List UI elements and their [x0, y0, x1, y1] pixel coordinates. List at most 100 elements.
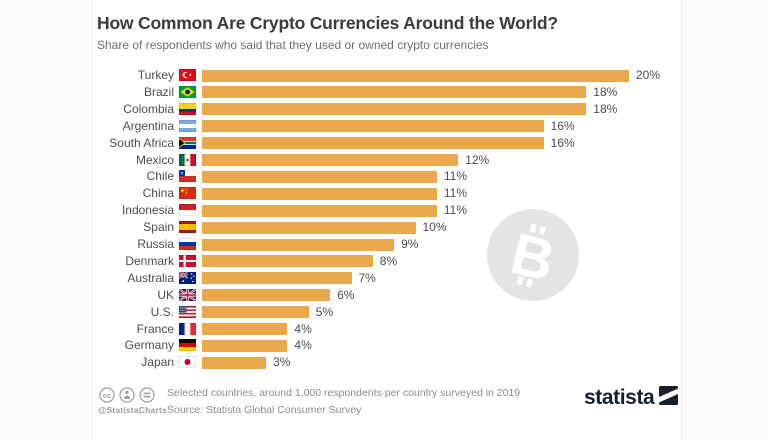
uk-flag-icon	[179, 288, 196, 301]
value-label: 11%	[443, 186, 468, 201]
source-note: Source: Statista Global Consumer Survey	[167, 403, 362, 416]
chart-row-russia: Russia 9%	[0, 236, 768, 253]
chart-row-uk: UK 6%	[0, 287, 768, 304]
chart-row-brazil: Brazil 18%	[0, 84, 768, 101]
country-label: Turkey	[137, 68, 174, 82]
chart-row-mexico: Mexico 12%	[0, 152, 768, 169]
country-label: Denmark	[125, 253, 174, 268]
denmark-flag-icon	[179, 254, 196, 267]
country-label: Mexico	[135, 152, 174, 167]
value-label: 16%	[550, 135, 575, 150]
value-bar	[202, 137, 544, 150]
right-margin	[681, 0, 768, 440]
value-label: 11%	[443, 169, 468, 184]
value-bar	[202, 306, 309, 319]
chart-row-colombia: Colombia 18%	[0, 101, 768, 118]
chart-subtitle: Share of respondents who said that they …	[97, 38, 489, 52]
value-label: 4%	[294, 321, 312, 336]
chart-title: How Common Are Crypto Currencies Around …	[97, 13, 558, 33]
value-label: 16%	[550, 118, 575, 133]
chart-row-turkey: Turkey 20%	[0, 67, 768, 84]
statista-logo: statista	[584, 386, 679, 410]
bar-chart: Turkey 20% Brazil 18% Colombia 18% Argentina 16…	[0, 67, 768, 375]
spain-flag-icon	[179, 221, 196, 234]
country-label: South Africa	[109, 135, 174, 150]
australia-flag-icon	[179, 271, 196, 284]
country-label: Brazil	[143, 84, 174, 99]
colombia-flag-icon	[179, 102, 196, 115]
value-label: 3%	[273, 355, 291, 370]
country-label: Colombia	[123, 101, 174, 116]
france-flag-icon	[179, 322, 196, 335]
value-label: 18%	[593, 101, 618, 116]
value-bar	[202, 339, 288, 352]
value-bar	[202, 356, 267, 369]
value-bar	[202, 170, 437, 183]
value-bar	[202, 289, 331, 302]
country-label: Argentina	[122, 118, 174, 133]
cc-icon: cc	[99, 387, 115, 408]
china-flag-icon	[179, 187, 196, 200]
chart-row-denmark: Denmark 8%	[0, 253, 768, 270]
country-label: China	[142, 186, 174, 201]
value-bar	[202, 187, 437, 200]
country-label: UK	[157, 287, 174, 302]
russia-flag-icon	[179, 238, 196, 250]
indonesia-flag-icon	[179, 204, 196, 217]
value-label: 5%	[315, 304, 334, 319]
japan-flag-icon	[179, 356, 196, 369]
chart-row-china: China 11%	[0, 185, 768, 202]
chart-row-argentina: Argentina 16%	[0, 118, 768, 135]
chart-row-spain: Spain 10%	[0, 219, 768, 236]
germany-flag-icon	[179, 339, 196, 352]
country-label: France	[136, 321, 174, 336]
value-bar	[202, 204, 437, 217]
chart-row-australia: Australia 7%	[0, 270, 768, 287]
us-flag-icon	[179, 305, 196, 318]
chart-row-france: France 4%	[0, 321, 768, 338]
value-label: 6%	[337, 287, 355, 302]
mexico-flag-icon	[179, 153, 196, 166]
value-label: 10%	[422, 220, 447, 235]
left-margin	[0, 0, 93, 440]
value-bar	[202, 154, 459, 166]
svg-text:cc: cc	[103, 391, 111, 400]
country-label: Indonesia	[121, 203, 174, 218]
value-label: 9%	[401, 237, 419, 251]
brazil-flag-icon	[179, 85, 196, 98]
footer-notes: Selected countries, around 1,000 respond…	[167, 385, 520, 418]
turkey-flag-icon	[179, 69, 196, 81]
value-bar	[202, 238, 395, 251]
value-bar	[202, 272, 352, 285]
survey-note: Selected countries, around 1,000 respond…	[167, 387, 521, 399]
statista-logo-mark-icon	[659, 386, 679, 410]
value-bar	[202, 323, 288, 335]
chart-row-indonesia: Indonesia 11%	[0, 202, 768, 219]
value-label: 4%	[294, 338, 312, 353]
chart-row-japan: Japan 3%	[0, 354, 768, 371]
value-label: 18%	[593, 84, 618, 99]
country-label: U.S.	[150, 304, 174, 319]
chart-row-chile: Chile 11%	[0, 168, 768, 185]
chart-row-south-africa: South Africa 16%	[0, 135, 768, 152]
value-bar	[202, 120, 544, 133]
value-label: 12%	[465, 152, 490, 167]
south-africa-flag-icon	[179, 136, 196, 149]
value-label: 20%	[636, 68, 661, 82]
chart-row-germany: Germany 4%	[0, 337, 768, 354]
bitcoin-watermark-icon: B	[473, 195, 593, 315]
value-bar	[202, 255, 373, 268]
statista-charts-handle: @StatistaCharts	[98, 405, 167, 415]
value-bar	[202, 103, 587, 116]
value-label: 11%	[443, 203, 468, 218]
value-label: 7%	[358, 270, 376, 285]
value-label: 8%	[379, 253, 398, 268]
value-bar	[202, 221, 416, 234]
attribution-icon	[119, 387, 135, 408]
country-label: Chile	[146, 169, 174, 184]
value-bar	[202, 86, 587, 99]
country-label: Spain	[143, 220, 174, 235]
argentina-flag-icon	[179, 119, 196, 132]
country-label: Germany	[124, 338, 174, 353]
license-icons: cc	[99, 387, 155, 408]
